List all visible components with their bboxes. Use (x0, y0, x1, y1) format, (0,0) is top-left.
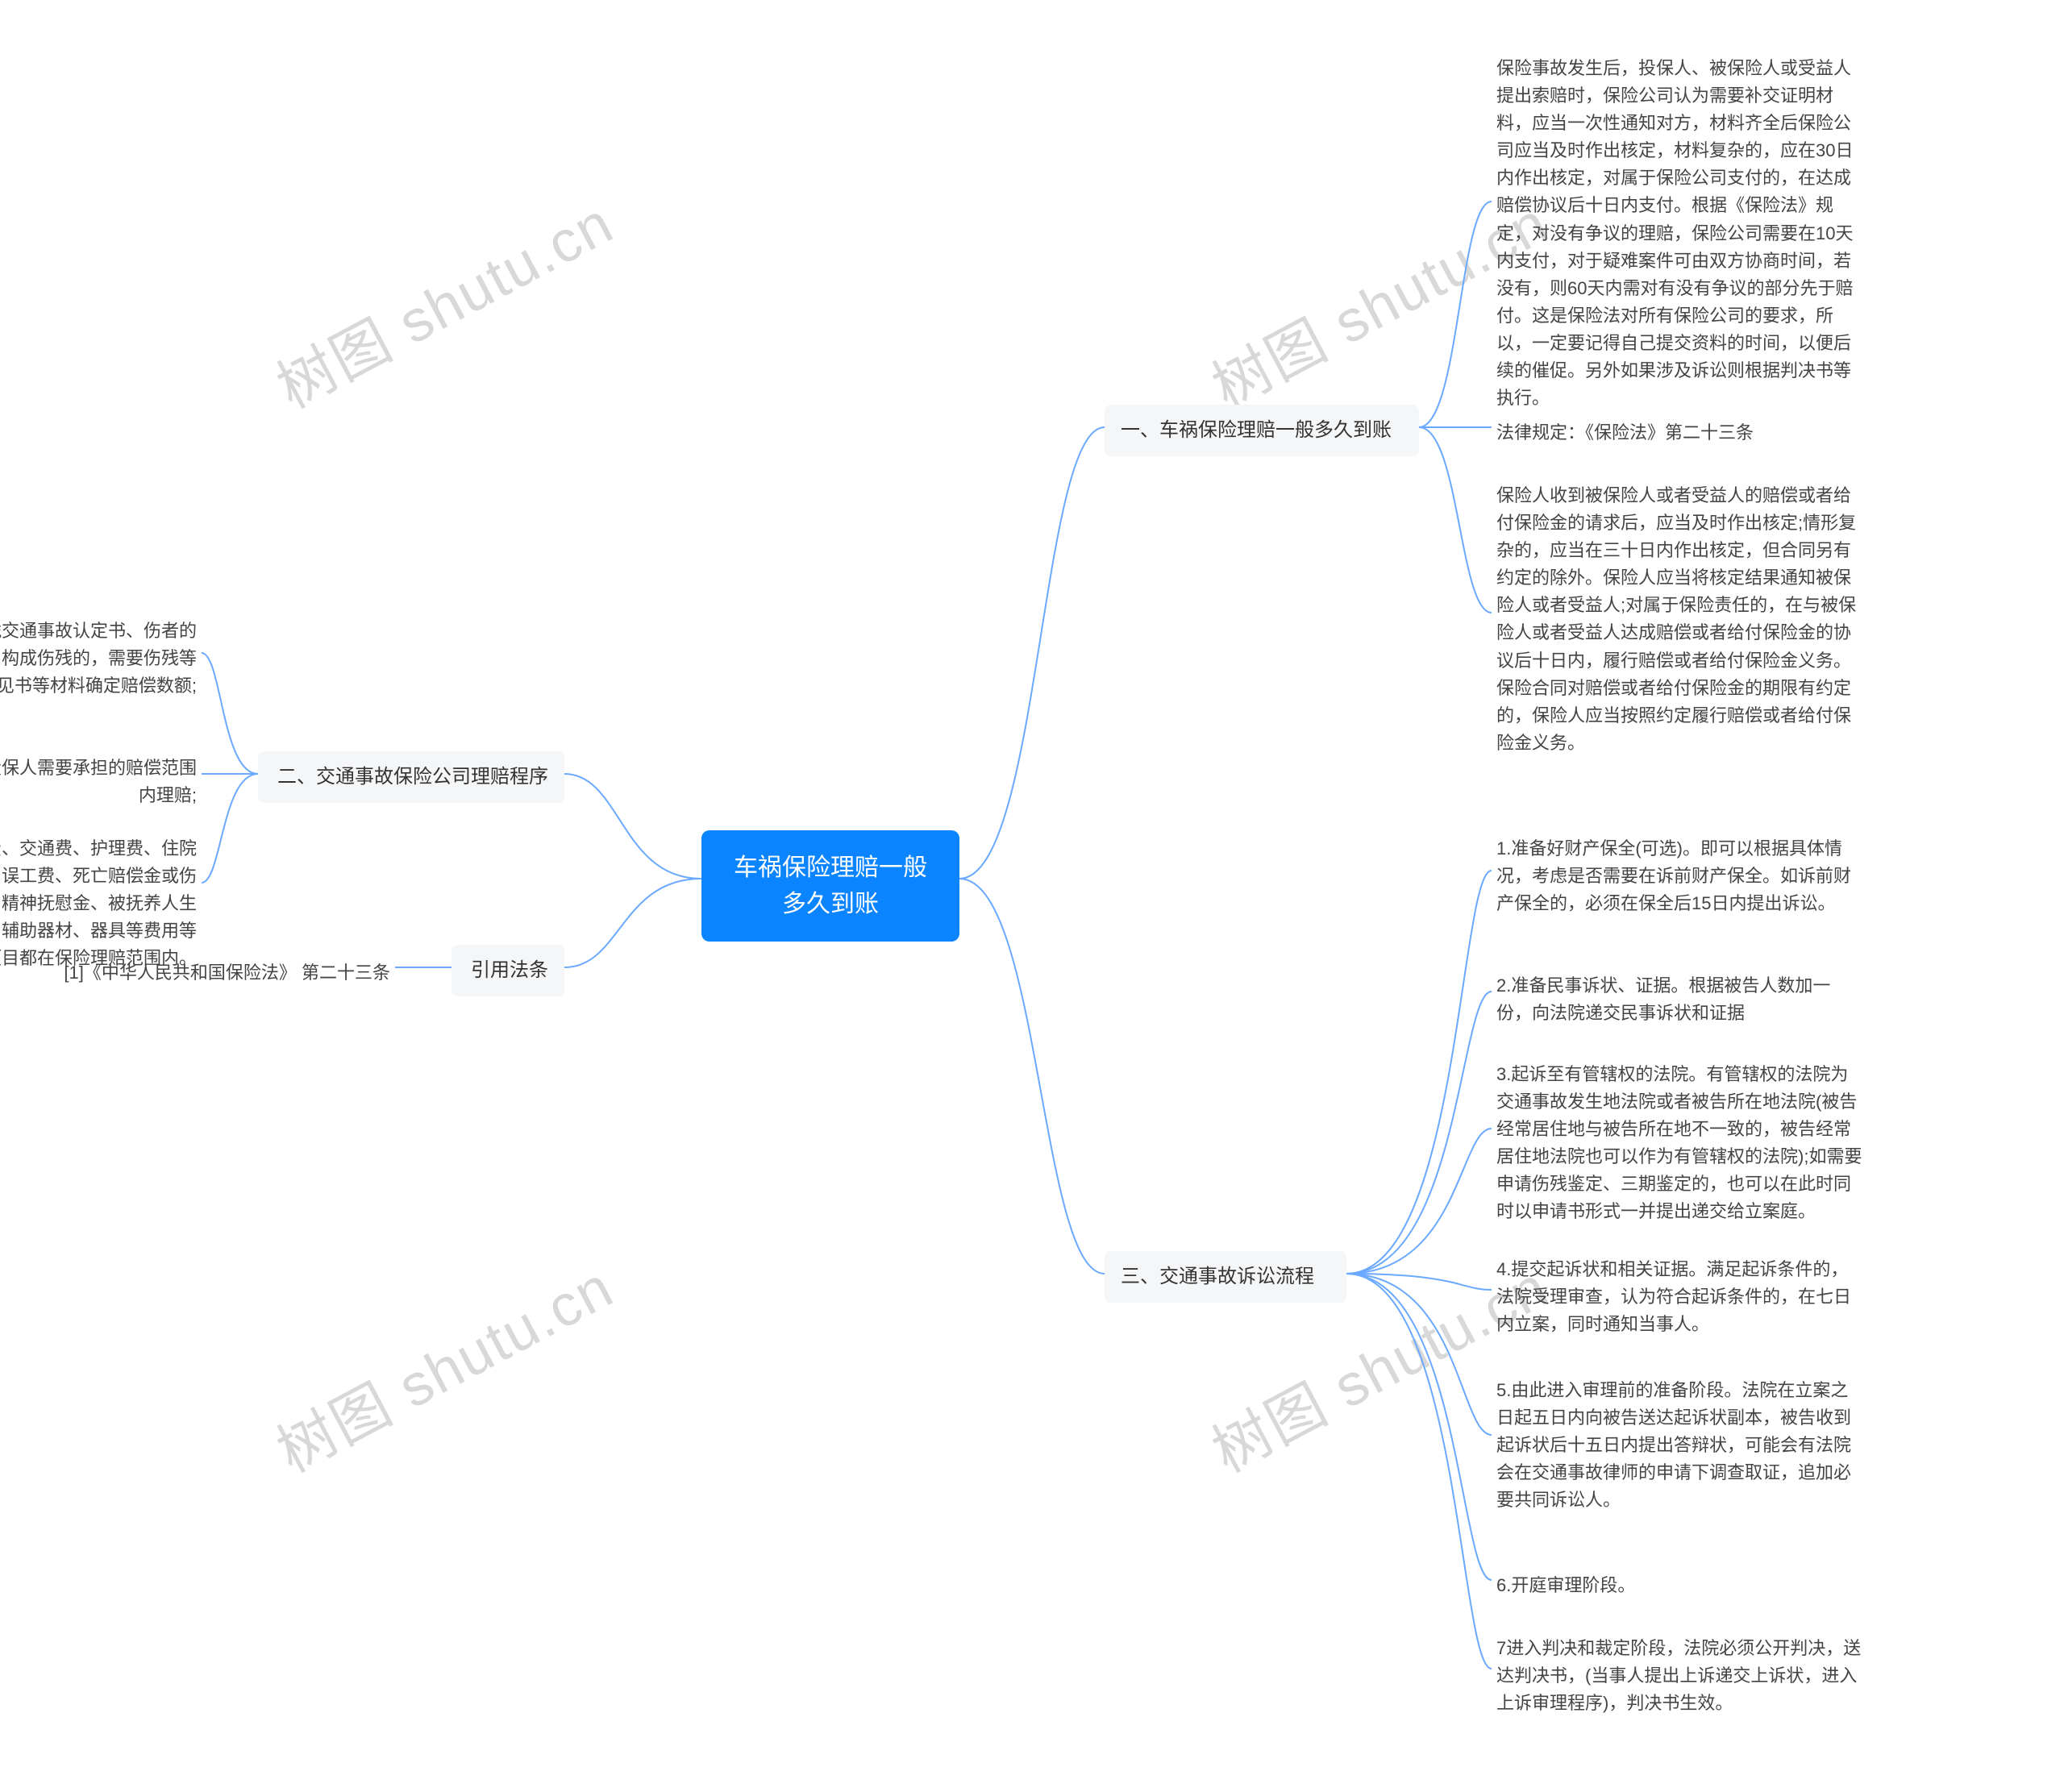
leaf-text: 5.由此进入审理前的准备阶段。法院在立案之日起五日内向被告送达起诉状副本，被告收… (1496, 1380, 1851, 1510)
leaf-b4-1: [1]《中华人民共和国保险法》 第二十三条 (24, 953, 395, 993)
root-node[interactable]: 车祸保险理赔一般多久到账 (701, 830, 959, 942)
mindmap-canvas: 树图 shutu.cn 树图 shutu.cn 树图 shutu.cn 树图 s… (0, 0, 2064, 1792)
branch-label: 三、交通事故诉讼流程 (1121, 1266, 1314, 1287)
branch-label: 引用法条 (471, 959, 548, 981)
branch-label: 一、车祸保险理赔一般多久到账 (1121, 419, 1392, 441)
leaf-text: 3、医疗费、住院费、交通费、护理费、住院伙食补助、营养费、误工费、死亡赔偿金或伤… (0, 838, 197, 968)
leaf-text: 1、保险公司需要凭交通事故认定书、伤者的病例、医疗费发票、构成伤残的，需要伤残等… (0, 621, 197, 696)
leaf-b1-3: 保险人收到被保险人或者受益人的赔偿或者给付保险金的请求后，应当及时作出核定;情形… (1492, 476, 1870, 763)
leaf-b3-1: 1.准备好财产保全(可选)。即可以根据具体情况，考虑是否需要在诉前财产保全。如诉… (1492, 829, 1870, 924)
leaf-text: 1.准备好财产保全(可选)。即可以根据具体情况，考虑是否需要在诉前财产保全。如诉… (1496, 838, 1851, 913)
leaf-b2-1: 1、保险公司需要凭交通事故认定书、伤者的病例、医疗费发票、构成伤残的，需要伤残等… (0, 611, 202, 706)
watermark: 树图 shutu.cn (260, 177, 626, 425)
leaf-text: 7进入判决和裁定阶段，法院必须公开判决，送达判决书，(当事人提出上诉递交上诉状，… (1496, 1638, 1861, 1713)
leaf-text: 6.开庭审理阶段。 (1496, 1575, 1635, 1595)
leaf-text: 4.提交起诉状和相关证据。满足起诉条件的，法院受理审查，认为符合起诉条件的，在七… (1496, 1259, 1851, 1334)
branch-node-4[interactable]: 引用法条 (452, 945, 564, 996)
leaf-b3-2: 2.准备民事诉状、证据。根据被告人数加一份，向法院递交民事诉状和证据 (1492, 966, 1870, 1033)
leaf-b1-2: 法律规定：《保险法》第二十三条 (1492, 413, 1870, 453)
leaf-text: [1]《中华人民共和国保险法》 第二十三条 (64, 963, 390, 983)
leaf-text: 2、保险公司仅在投保人需要承担的赔偿范围内理赔; (0, 758, 197, 805)
leaf-b3-7: 7进入判决和裁定阶段，法院必须公开判决，送达判决书，(当事人提出上诉递交上诉状，… (1492, 1628, 1870, 1723)
branch-node-2[interactable]: 二、交通事故保险公司理赔程序 (258, 751, 564, 803)
leaf-text: 保险人收到被保险人或者受益人的赔偿或者给付保险金的请求后，应当及时作出核定;情形… (1496, 485, 1856, 753)
branch-label: 二、交通事故保险公司理赔程序 (277, 766, 548, 788)
root-label: 车祸保险理赔一般多久到账 (734, 854, 927, 917)
leaf-b1-1: 保险事故发生后，投保人、被保险人或受益人提出索赔时，保险公司认为需要补交证明材料… (1492, 48, 1870, 418)
leaf-text: 2.准备民事诉状、证据。根据被告人数加一份，向法院递交民事诉状和证据 (1496, 975, 1830, 1023)
leaf-b3-3: 3.起诉至有管辖权的法院。有管辖权的法院为交通事故发生地法院或者被告所在地法院(… (1492, 1054, 1870, 1233)
branch-node-1[interactable]: 一、车祸保险理赔一般多久到账 (1105, 405, 1419, 456)
leaf-text: 保险事故发生后，投保人、被保险人或受益人提出索赔时，保险公司认为需要补交证明材料… (1496, 58, 1853, 408)
leaf-text: 3.起诉至有管辖权的法院。有管辖权的法院为交通事故发生地法院或者被告所在地法院(… (1496, 1064, 1862, 1221)
watermark: 树图 shutu.cn (260, 1241, 626, 1489)
leaf-b3-5: 5.由此进入审理前的准备阶段。法院在立案之日起五日内向被告送达起诉状副本，被告收… (1492, 1370, 1870, 1520)
leaf-text: 法律规定：《保险法》第二十三条 (1496, 422, 1754, 443)
branch-node-3[interactable]: 三、交通事故诉讼流程 (1105, 1251, 1346, 1303)
leaf-b2-2: 2、保险公司仅在投保人需要承担的赔偿范围内理赔; (0, 748, 202, 816)
leaf-b3-4: 4.提交起诉状和相关证据。满足起诉条件的，法院受理审查，认为符合起诉条件的，在七… (1492, 1249, 1870, 1345)
leaf-b3-6: 6.开庭审理阶段。 (1492, 1565, 1870, 1606)
